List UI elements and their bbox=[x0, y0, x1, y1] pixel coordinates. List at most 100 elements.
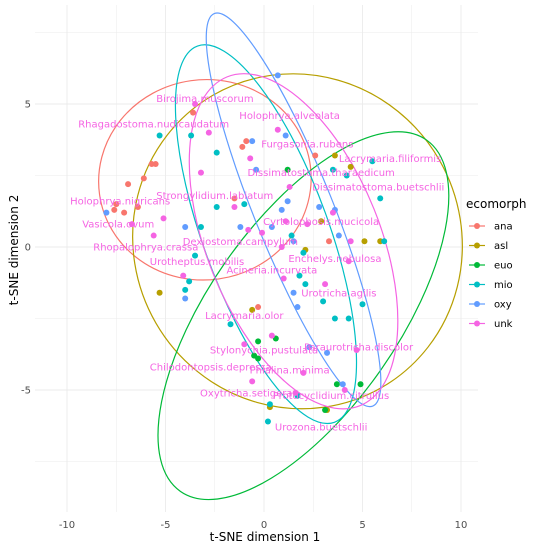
legend-label: unk bbox=[494, 319, 513, 330]
point-label: Dexiostoma.campylum bbox=[183, 237, 298, 248]
point-ana bbox=[140, 175, 147, 182]
point-unk bbox=[329, 209, 336, 216]
point-unk bbox=[192, 101, 199, 107]
point-mio bbox=[359, 301, 366, 308]
point-euo bbox=[357, 381, 364, 388]
point-mio bbox=[197, 223, 204, 230]
point-oxy bbox=[182, 295, 189, 302]
point-euo bbox=[322, 407, 329, 414]
point-ana bbox=[121, 209, 128, 216]
grid bbox=[35, 5, 478, 512]
point-mio bbox=[241, 201, 248, 208]
point-mio bbox=[288, 232, 295, 239]
point-unk bbox=[180, 272, 187, 279]
point-label: Urotricha.agilis bbox=[301, 288, 376, 299]
point-unk bbox=[150, 232, 157, 239]
point-mio bbox=[343, 172, 350, 179]
point-label: Enchelys.nebulosa bbox=[288, 254, 381, 265]
x-tick-label: 10 bbox=[455, 520, 468, 531]
point-oxy bbox=[274, 72, 281, 79]
point-label: Acineria.incurvata bbox=[226, 265, 317, 276]
point-oxy bbox=[284, 198, 291, 205]
point-ana bbox=[113, 201, 120, 208]
x-tick-label: 0 bbox=[261, 520, 267, 531]
point-label: Paraurotricha.discolor bbox=[304, 343, 414, 354]
point-oxy bbox=[294, 304, 301, 311]
ellipse-unk bbox=[188, 73, 399, 410]
point-label: Dissimatostoma.tharaedicum bbox=[247, 168, 394, 179]
tick-layer: -10 -5 0 5 10 -5 0 5 bbox=[21, 100, 467, 532]
x-tick-label: -5 bbox=[161, 520, 171, 531]
point-euo bbox=[284, 166, 291, 173]
point-asl bbox=[347, 163, 354, 170]
point-label: Lacrymaria.olor bbox=[205, 311, 284, 322]
point-mio bbox=[213, 149, 220, 156]
point-label: Cyrtolophosis.mucicola bbox=[263, 217, 379, 228]
point-euo bbox=[333, 381, 340, 388]
point-mio bbox=[192, 252, 199, 259]
point-label: Holophrya.nigricans bbox=[70, 197, 170, 208]
point-unk bbox=[347, 238, 354, 245]
legend: ecomorph ana asl euo mio oxy unk bbox=[466, 197, 527, 330]
point-oxy bbox=[290, 289, 297, 296]
point-ana bbox=[239, 143, 246, 150]
y-tick-label: 5 bbox=[25, 100, 31, 111]
point-mio bbox=[369, 158, 376, 165]
ellipse-euo bbox=[157, 131, 450, 501]
point-unk bbox=[259, 229, 266, 236]
point-ana bbox=[148, 161, 155, 168]
point-oxy bbox=[103, 209, 110, 216]
point-oxy bbox=[290, 238, 297, 245]
ellipse-layer bbox=[98, 12, 463, 501]
point-mio bbox=[186, 278, 193, 285]
point-mio bbox=[381, 238, 388, 245]
point-asl bbox=[156, 289, 163, 296]
point-unk bbox=[197, 169, 204, 176]
x-axis-title: t-SNE dimension 1 bbox=[210, 530, 321, 544]
point-oxy bbox=[306, 344, 313, 351]
legend-label: oxy bbox=[494, 300, 512, 311]
point-unk bbox=[129, 221, 136, 228]
point-label: Urotheptus.mobilis bbox=[150, 257, 245, 268]
point-oxy bbox=[324, 349, 331, 356]
point-unk bbox=[231, 203, 238, 210]
legend-key-point bbox=[474, 301, 480, 307]
point-layer bbox=[103, 72, 388, 425]
point-label: Protocyclidium.citrullus bbox=[273, 391, 390, 402]
legend-key-point bbox=[474, 223, 480, 229]
legend-label: asl bbox=[494, 241, 508, 252]
point-label: Stylonychia.pustulata bbox=[210, 345, 318, 356]
point-mio bbox=[182, 286, 189, 293]
point-euo bbox=[255, 355, 262, 362]
point-ana bbox=[125, 181, 132, 188]
point-asl bbox=[249, 306, 256, 313]
point-ana bbox=[255, 304, 262, 311]
point-unk bbox=[249, 378, 256, 385]
point-oxy bbox=[278, 206, 285, 213]
point-label: Vasicola.ovum bbox=[82, 220, 154, 231]
y-tick-label: -5 bbox=[21, 386, 31, 397]
point-unk bbox=[278, 244, 285, 250]
point-oxy bbox=[339, 381, 346, 388]
point-mio bbox=[329, 166, 336, 173]
point-asl bbox=[331, 152, 338, 159]
point-label: Chilodontopsis.depressa bbox=[150, 363, 272, 374]
point-ana bbox=[111, 206, 118, 213]
ellipse-ana bbox=[98, 78, 312, 281]
point-unk bbox=[345, 258, 352, 265]
point-ana bbox=[231, 195, 238, 202]
point-oxy bbox=[237, 223, 244, 230]
point-unk bbox=[286, 183, 293, 190]
point-mio bbox=[345, 315, 352, 322]
point-unk bbox=[245, 226, 252, 233]
y-tick-label: 0 bbox=[25, 243, 31, 254]
y-axis-title: t-SNE dimension 2 bbox=[7, 195, 21, 306]
point-oxy bbox=[182, 223, 189, 230]
point-unk bbox=[304, 221, 311, 228]
legend-label: euo bbox=[494, 261, 513, 272]
point-oxy bbox=[268, 223, 275, 230]
point-mio bbox=[188, 132, 195, 139]
point-mio bbox=[320, 298, 327, 305]
point-label: Dissimatostoma.buetschlii bbox=[312, 182, 444, 193]
